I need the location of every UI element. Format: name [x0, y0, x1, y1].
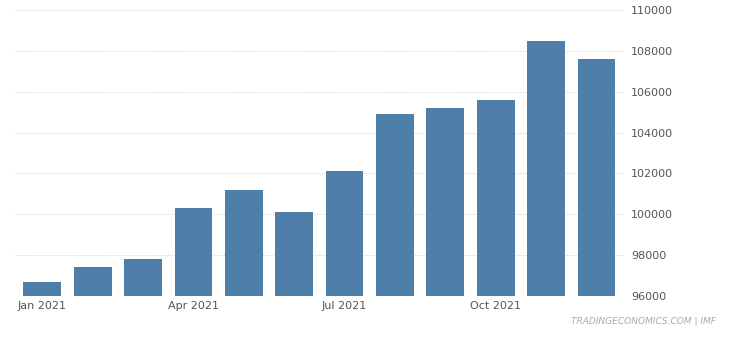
- Bar: [23, 282, 61, 340]
- Bar: [124, 259, 162, 340]
- Bar: [275, 212, 313, 340]
- Bar: [527, 41, 565, 340]
- Bar: [174, 208, 212, 340]
- Bar: [577, 59, 615, 340]
- Bar: [326, 171, 364, 340]
- Bar: [74, 267, 112, 340]
- Bar: [477, 100, 515, 340]
- Bar: [426, 108, 464, 340]
- Bar: [376, 114, 414, 340]
- Bar: [225, 190, 263, 340]
- Text: TRADINGECONOMICS.COM | IMF: TRADINGECONOMICS.COM | IMF: [571, 318, 715, 326]
